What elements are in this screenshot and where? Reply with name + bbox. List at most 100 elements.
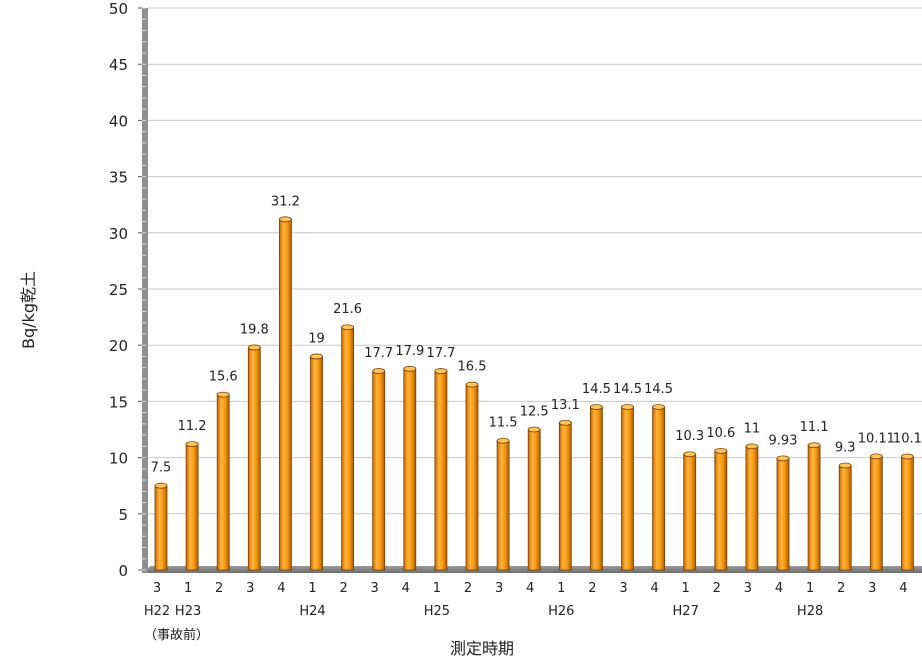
y-tick-label: 15 <box>109 393 128 411</box>
data-label: 12.5 <box>520 405 549 420</box>
bar-top <box>869 453 883 460</box>
bar <box>434 368 448 571</box>
data-label: 21.6 <box>333 302 362 317</box>
x-tick-label: 3 <box>868 581 876 596</box>
y-tick-label: 25 <box>109 281 128 299</box>
chart-wall <box>142 8 148 573</box>
data-label: 10.6 <box>706 426 735 441</box>
bar <box>838 462 852 571</box>
bar <box>496 437 510 571</box>
bar-top <box>310 353 323 360</box>
bar-top <box>527 426 541 433</box>
bar-body <box>745 445 759 571</box>
bar-top <box>776 455 790 462</box>
data-label: 31.2 <box>271 194 300 209</box>
bar-body <box>652 406 665 571</box>
bar-body <box>590 406 603 571</box>
year-group-label: H26 <box>548 604 574 619</box>
bar <box>683 451 697 571</box>
bar-body <box>154 485 168 571</box>
annotation-pre-accident: （事故前） <box>144 627 209 643</box>
y-tick-label: 20 <box>109 337 128 355</box>
data-label: 9.93 <box>769 433 798 448</box>
x-tick-label: 1 <box>682 581 690 596</box>
x-tick-label: 1 <box>806 581 814 596</box>
bar-top <box>652 404 665 410</box>
bar-body <box>621 406 634 571</box>
bar-body <box>434 370 448 571</box>
x-tick-label: 4 <box>402 581 410 596</box>
x-tick-label: 3 <box>371 581 379 596</box>
year-group-label: H25 <box>424 604 450 619</box>
data-label: 10.3 <box>675 429 704 444</box>
bar-body <box>558 422 572 571</box>
bar-body <box>310 356 323 571</box>
x-tick-label: 2 <box>464 581 472 596</box>
bar-body <box>714 450 728 571</box>
x-tick-label: 4 <box>526 581 534 596</box>
bar <box>465 381 479 571</box>
bar <box>527 426 541 571</box>
bar <box>745 443 759 571</box>
bar-body <box>527 429 541 571</box>
bar-top <box>496 437 510 444</box>
y-tick-label: 5 <box>118 506 128 524</box>
bar-top <box>216 391 230 398</box>
y-axis-label: Bq/kg乾土 <box>19 271 38 349</box>
bar-top <box>714 447 728 454</box>
bar-top <box>154 482 168 489</box>
data-label: 17.7 <box>426 346 455 361</box>
x-tick-label: 4 <box>277 581 285 596</box>
bar-body <box>807 444 821 571</box>
bar-top <box>590 404 603 410</box>
data-label: 11.5 <box>489 416 518 431</box>
bar-top <box>621 404 634 410</box>
x-tick-label: 4 <box>650 581 658 596</box>
bar <box>372 368 386 571</box>
bar-top <box>558 419 572 426</box>
y-tick-label: 0 <box>118 562 128 580</box>
year-group-label: H28 <box>797 604 823 619</box>
x-tick-label: 2 <box>713 581 721 596</box>
x-tick-label: 2 <box>837 581 845 596</box>
bar-top <box>807 442 821 449</box>
bar <box>341 324 355 571</box>
bar-body <box>465 384 479 571</box>
bar <box>310 353 323 571</box>
bar-body <box>185 443 199 571</box>
data-label: 11.2 <box>178 419 207 434</box>
data-label: 16.5 <box>458 360 487 375</box>
year-group-label: H23 <box>175 604 201 619</box>
bar-top <box>745 443 759 450</box>
bar <box>185 441 199 571</box>
year-group-label: H27 <box>673 604 699 619</box>
x-tick-label: 1 <box>308 581 316 596</box>
y-axis: 0 5 10 15 20 25 30 35 40 45 50 <box>109 0 146 580</box>
y-tick-label: 50 <box>109 0 128 18</box>
bar <box>216 391 230 571</box>
bar <box>714 447 728 571</box>
bar <box>247 344 261 571</box>
data-label: 19 <box>308 331 325 346</box>
x-axis-label: 測定時期 <box>450 639 514 658</box>
x-tick-label: 2 <box>339 581 347 596</box>
y-tick-label: 45 <box>109 56 128 74</box>
bar <box>590 404 603 571</box>
x-tick-label: 2 <box>215 581 223 596</box>
data-label: 9.3 <box>835 440 856 455</box>
data-label: 14.5 <box>582 382 611 397</box>
bar-body <box>372 370 386 571</box>
x-tick-label: 1 <box>557 581 565 596</box>
data-label: 10.1 <box>893 431 922 446</box>
bar-top <box>278 216 292 223</box>
data-label: 13.1 <box>551 398 580 413</box>
x-tick-label: 3 <box>246 581 254 596</box>
data-label: 17.9 <box>395 344 424 359</box>
bar <box>869 453 883 571</box>
data-label: 10.11 <box>858 431 895 446</box>
bar-body <box>683 453 697 571</box>
bar <box>901 453 914 571</box>
bar-top <box>341 324 355 331</box>
